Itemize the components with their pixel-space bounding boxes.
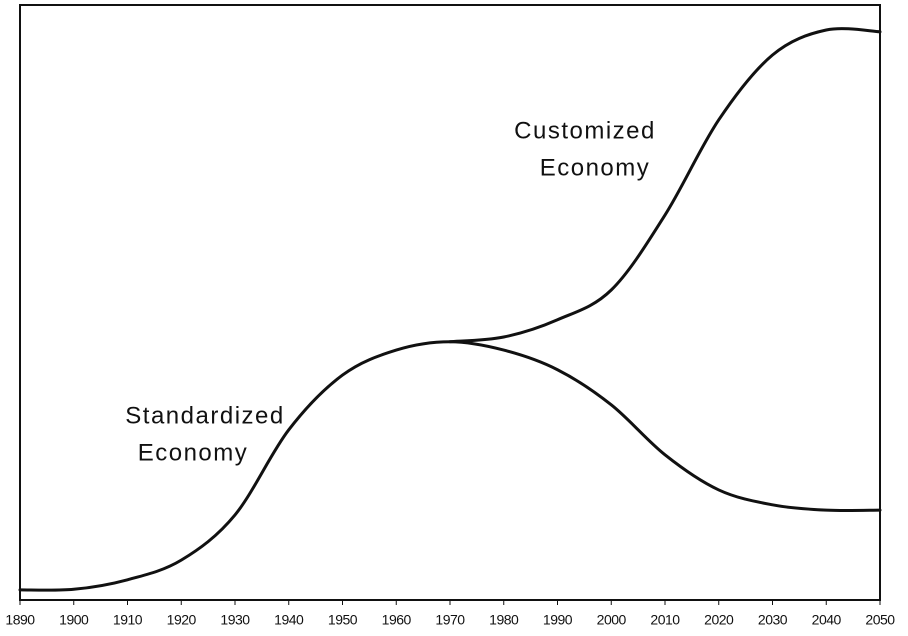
- plot-frame: [19, 4, 881, 601]
- x-tick-label: 1990: [543, 612, 573, 628]
- annotation: Economy: [540, 154, 651, 181]
- x-tick-label: 2050: [865, 612, 895, 628]
- x-tick-label: 1940: [274, 612, 304, 628]
- x-tick-label: 2010: [650, 612, 680, 628]
- x-tick-label: 1930: [220, 612, 250, 628]
- x-tick-label: 2020: [704, 612, 734, 628]
- x-tick-label: 1890: [5, 612, 35, 628]
- x-tick-label: 1900: [59, 612, 89, 628]
- line: [448, 27, 882, 344]
- annotation: Standardized: [125, 402, 284, 429]
- x-tick-label: 1950: [328, 612, 358, 628]
- x-tick-label: 2030: [758, 612, 788, 628]
- x-tick-label: 1910: [113, 612, 143, 628]
- x-tick-label: 1960: [382, 612, 412, 628]
- x-tick-label: 2000: [597, 612, 627, 628]
- x-tick-label: 1920: [167, 612, 197, 628]
- x-tick-label: 2040: [812, 612, 842, 628]
- annotation: Customized: [514, 117, 656, 144]
- x-tick-label: 1980: [489, 612, 519, 628]
- annotation: Economy: [138, 439, 249, 466]
- x-tick-label: 1970: [435, 612, 465, 628]
